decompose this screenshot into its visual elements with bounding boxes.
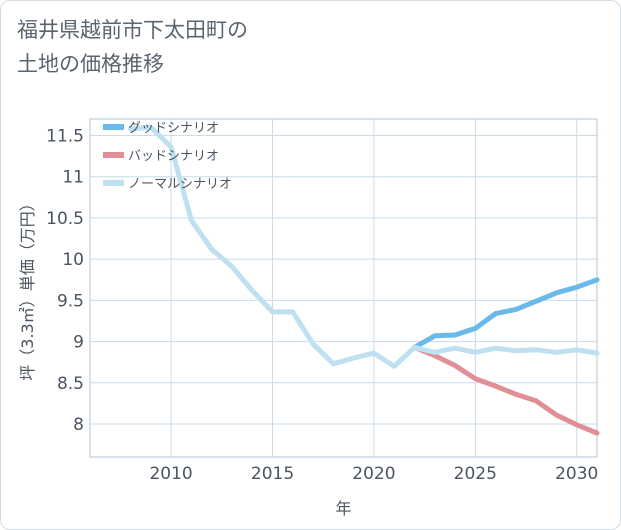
x-tick-label: 2015: [251, 464, 294, 484]
x-tick-label: 2025: [454, 464, 497, 484]
plot-frame: [89, 118, 598, 458]
x-axis-title: 年: [335, 499, 351, 518]
y-tick-label: 8.5: [57, 374, 84, 394]
y-tick-label: 11.5: [46, 126, 84, 146]
x-tick-label: 2020: [352, 464, 395, 484]
y-tick-label: 10: [62, 250, 84, 270]
chart-title: 福井県越前市下太田町の 土地の価格推移: [17, 18, 248, 76]
x-tick-labels: 2010 2015 2020 2025 2030: [149, 464, 598, 484]
y-tick-label: 9: [73, 333, 84, 353]
series-line-1: [412, 344, 600, 436]
y-tick-label: 8: [73, 415, 84, 435]
series-lines: [128, 124, 600, 436]
legend-label: バッドシナリオ: [128, 149, 219, 164]
y-tick-label: 10.5: [46, 209, 84, 229]
legend-label: グッドシナリオ: [128, 121, 219, 136]
y-tick-label: 9.5: [57, 291, 84, 311]
series-line-2: [128, 124, 600, 369]
x-tick-label: 2030: [555, 464, 598, 484]
y-axis-title: 坪（3.3㎡）単価（万円）: [18, 195, 37, 380]
y-tick-label: 11: [62, 168, 84, 188]
x-tick-label: 2010: [149, 464, 192, 484]
y-tick-labels: 8 8.5 9 9.5 10 10.5 11 11.5: [46, 126, 84, 435]
legend-label: ノーマルシナリオ: [128, 177, 232, 192]
grid: [90, 119, 597, 457]
series-line-0: [412, 277, 600, 350]
